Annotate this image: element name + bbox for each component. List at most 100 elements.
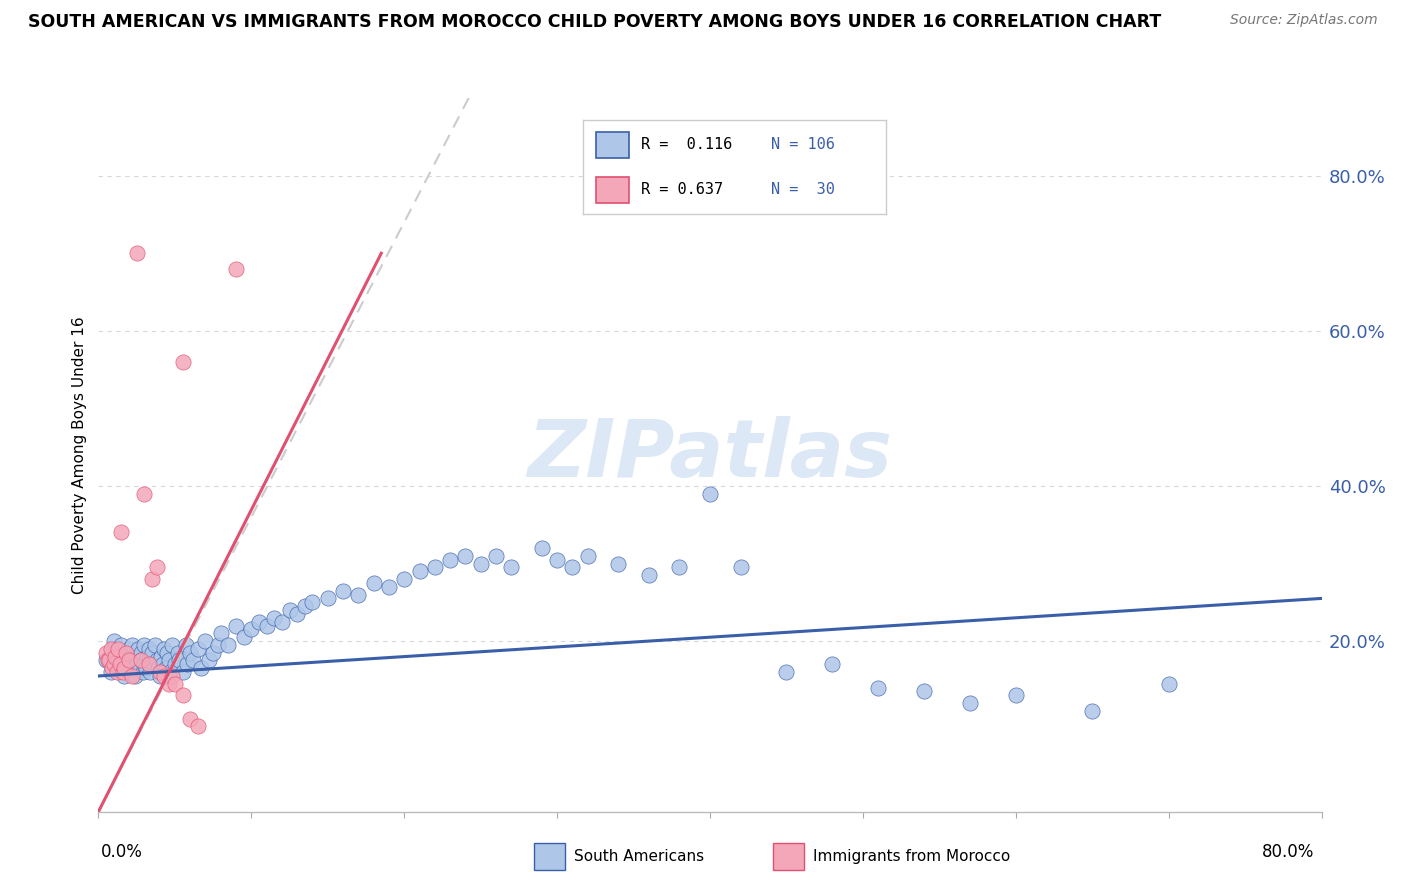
Point (176, 657, 198, 672)
Point (105, 649, 128, 664)
Point (97, 653, 120, 667)
Point (112, 669, 135, 683)
Point (163, 657, 186, 672)
Point (194, 634, 217, 648)
Point (190, 661, 212, 675)
Point (172, 689, 194, 703)
Point (181, 653, 204, 667)
Point (157, 677, 180, 691)
Point (150, 649, 173, 664)
Point (169, 653, 191, 667)
Point (301, 595, 323, 609)
Point (378, 580, 401, 594)
Point (278, 603, 301, 617)
Point (160, 669, 183, 683)
Point (121, 661, 143, 675)
Point (160, 638, 183, 652)
Point (117, 657, 139, 672)
Point (136, 649, 159, 664)
Point (129, 653, 152, 667)
FancyBboxPatch shape (596, 177, 628, 202)
Point (138, 653, 160, 667)
Point (470, 557, 492, 571)
Text: 80.0%: 80.0% (1263, 843, 1315, 861)
Point (107, 641, 129, 656)
Point (668, 560, 690, 574)
Point (187, 719, 209, 733)
Point (225, 618, 247, 632)
Point (1157, 677, 1180, 691)
Point (156, 646, 179, 660)
Point (263, 611, 285, 625)
Point (217, 638, 239, 652)
Point (207, 638, 229, 652)
Point (129, 646, 152, 660)
Point (110, 646, 132, 660)
Point (121, 669, 143, 683)
Point (121, 638, 143, 652)
Point (129, 653, 152, 667)
Point (124, 669, 146, 683)
Point (439, 552, 461, 566)
Point (118, 641, 141, 656)
Point (112, 661, 135, 675)
Point (868, 681, 890, 695)
Point (332, 583, 354, 598)
Point (363, 575, 385, 590)
Point (157, 653, 180, 667)
Point (125, 657, 148, 672)
Point (139, 665, 162, 679)
Text: South Americans: South Americans (574, 849, 704, 863)
Point (187, 641, 209, 656)
Point (107, 657, 129, 672)
Point (775, 665, 797, 679)
Point (127, 641, 149, 656)
Point (115, 646, 138, 660)
Text: SOUTH AMERICAN VS IMMIGRANTS FROM MOROCCO CHILD POVERTY AMONG BOYS UNDER 16 CORR: SOUTH AMERICAN VS IMMIGRANTS FROM MOROCC… (28, 13, 1161, 31)
Point (174, 638, 197, 652)
Point (145, 560, 167, 574)
Point (122, 657, 145, 672)
Point (134, 657, 156, 672)
Point (202, 646, 225, 660)
Point (125, 246, 148, 260)
Point (163, 677, 186, 691)
Text: 0.0%: 0.0% (101, 843, 143, 861)
Point (607, 557, 630, 571)
Point (138, 657, 160, 672)
Point (118, 665, 141, 679)
Text: Immigrants from Morocco: Immigrants from Morocco (813, 849, 1010, 863)
Point (172, 355, 194, 369)
Point (135, 661, 157, 675)
Point (1004, 689, 1026, 703)
Text: Source: ZipAtlas.com: Source: ZipAtlas.com (1230, 13, 1378, 28)
Point (152, 657, 174, 672)
Point (111, 653, 134, 667)
Point (138, 641, 160, 656)
Point (98, 653, 121, 667)
Point (149, 665, 172, 679)
Point (209, 626, 232, 640)
Text: ZIPatlas: ZIPatlas (527, 416, 893, 494)
Point (94, 646, 117, 660)
Point (100, 665, 122, 679)
Point (94, 653, 117, 667)
Point (501, 560, 523, 574)
Text: R =  0.116: R = 0.116 (641, 137, 733, 153)
Point (111, 665, 134, 679)
Point (103, 634, 125, 648)
Point (256, 618, 278, 632)
Point (104, 649, 127, 664)
Point (821, 657, 844, 672)
Point (561, 560, 583, 574)
Point (146, 661, 169, 675)
Point (197, 653, 219, 667)
Point (270, 615, 292, 629)
Point (699, 486, 721, 500)
Point (408, 564, 430, 578)
Point (576, 549, 599, 563)
Point (155, 661, 177, 675)
Y-axis label: Child Poverty Among Boys Under 16: Child Poverty Among Boys Under 16 (72, 316, 87, 594)
Point (100, 641, 122, 656)
Point (294, 599, 316, 614)
